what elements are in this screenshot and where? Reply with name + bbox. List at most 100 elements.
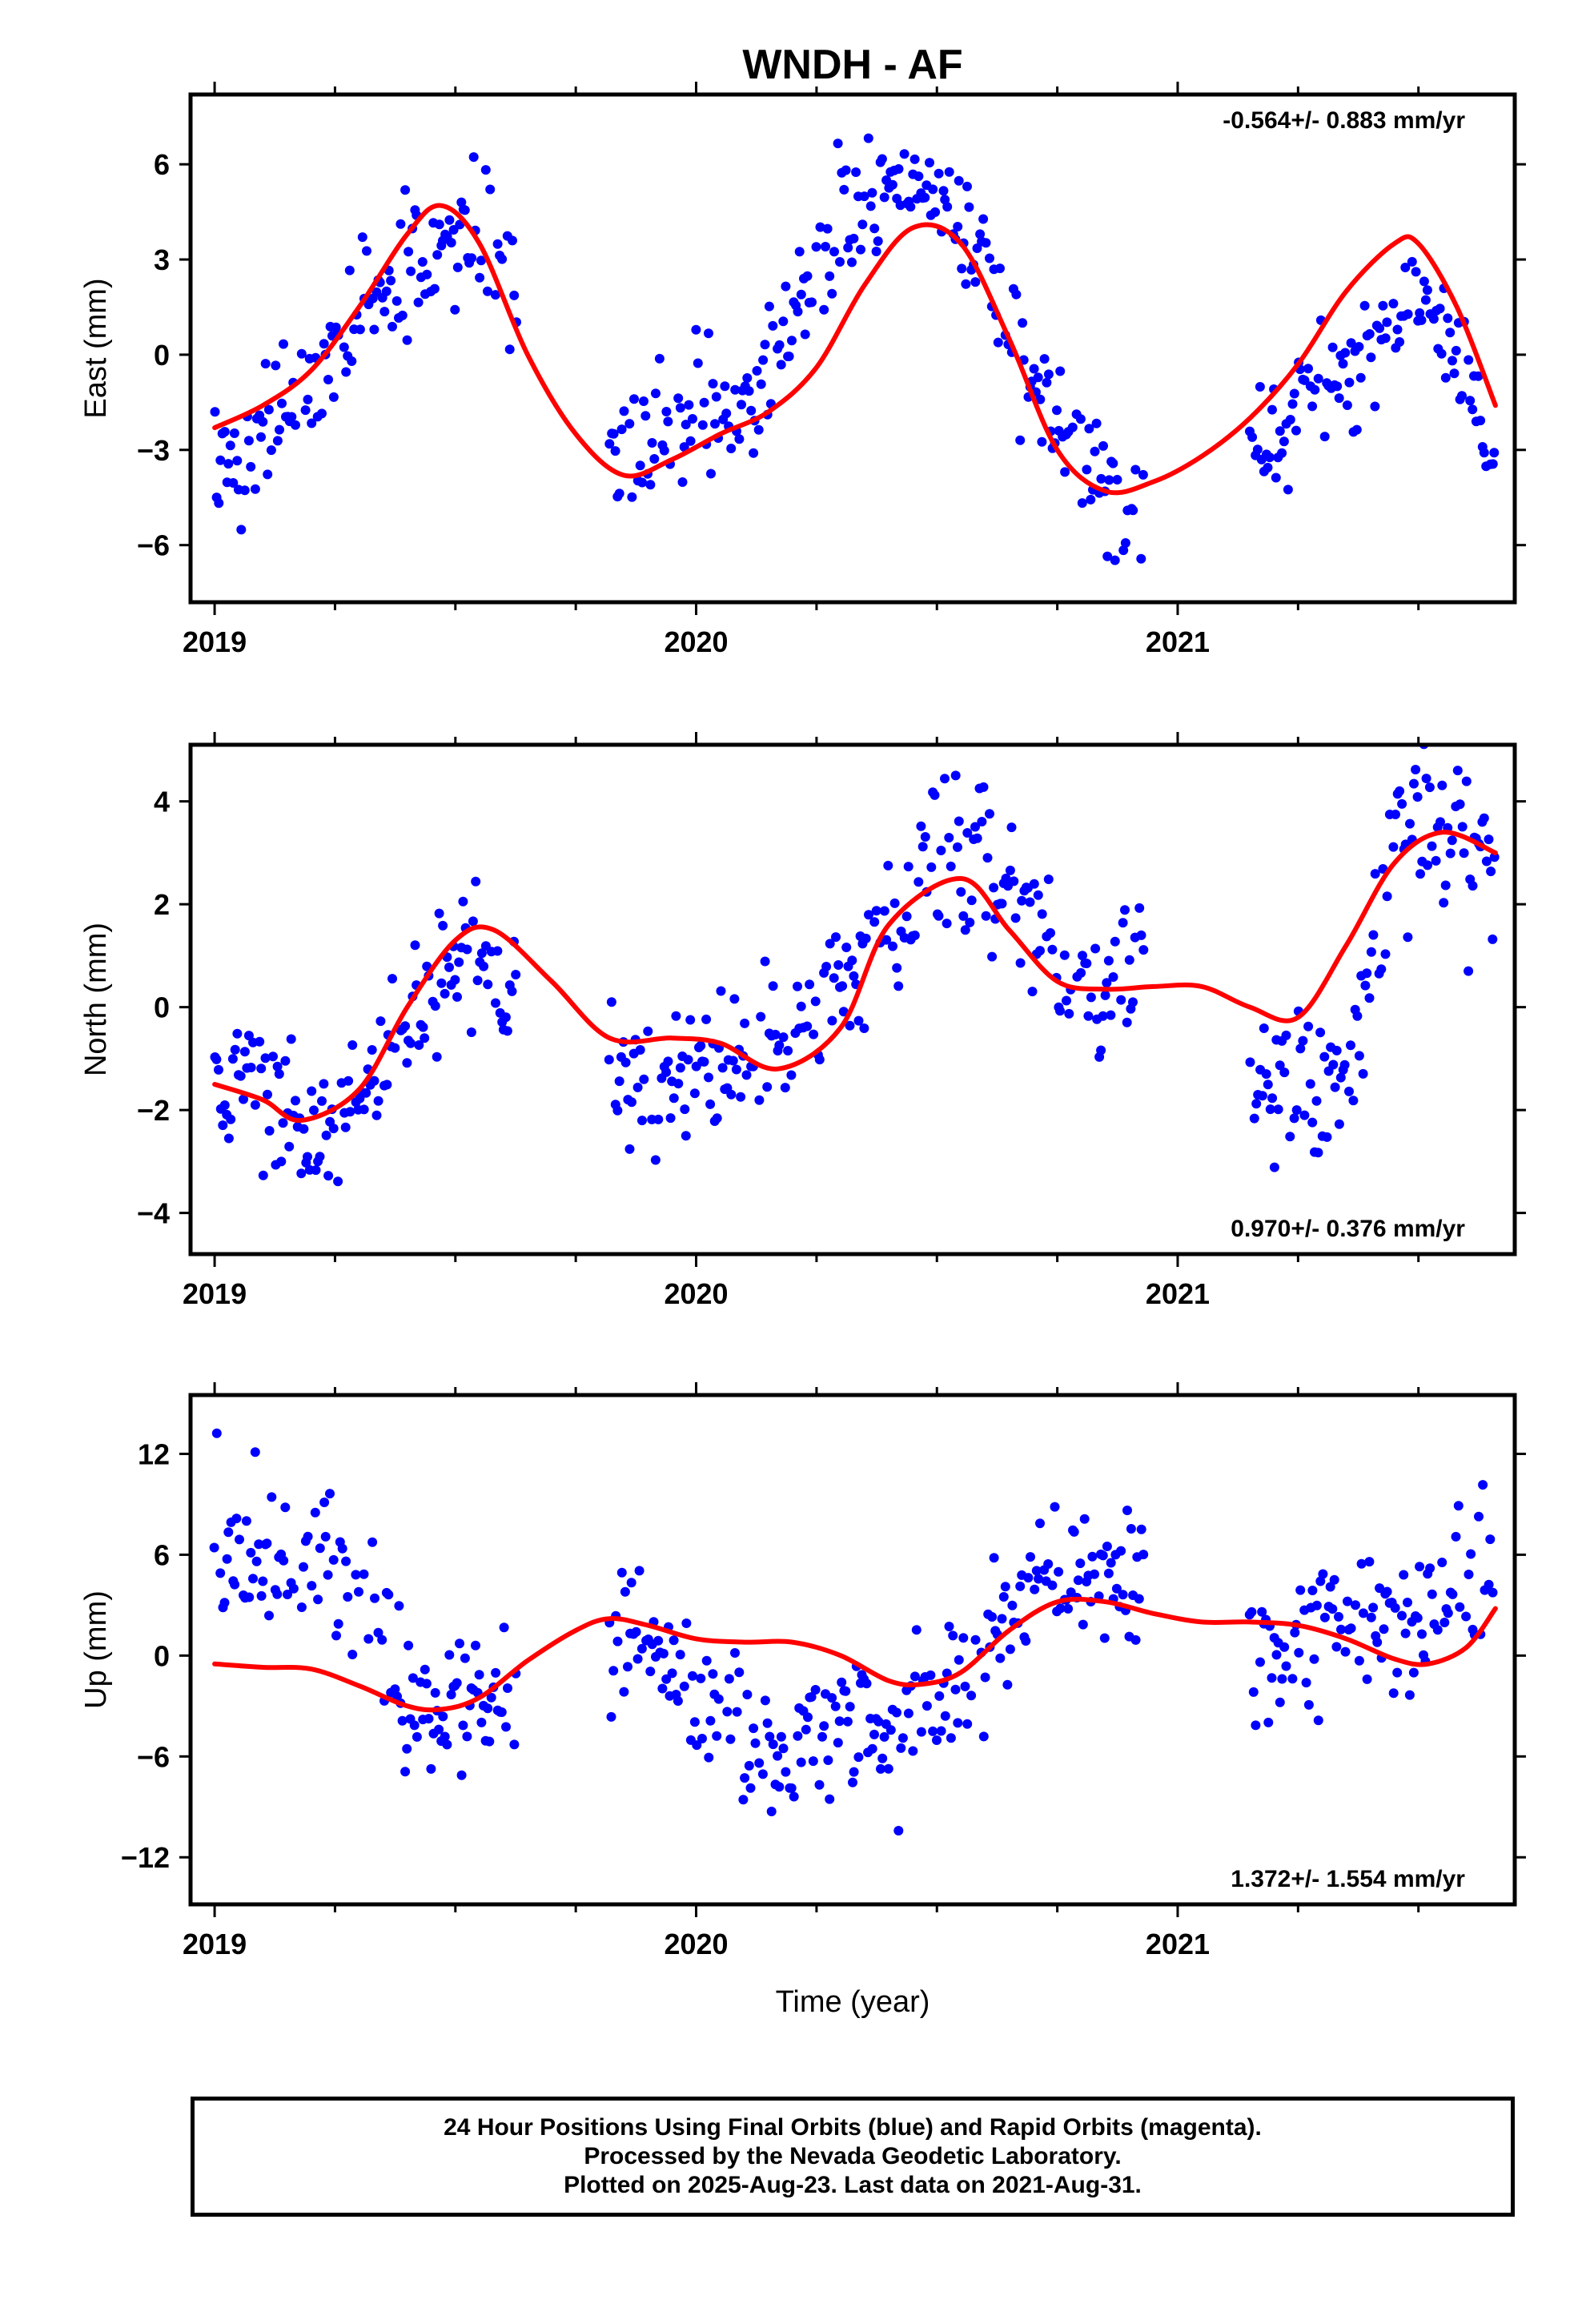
east-data-point bbox=[1332, 381, 1343, 392]
up-data-point bbox=[1099, 1633, 1110, 1643]
up-data-point bbox=[765, 1731, 775, 1742]
north-data-point bbox=[382, 1080, 392, 1090]
east-x-tick-label: 2019 bbox=[183, 625, 247, 658]
up-data-point bbox=[1021, 1636, 1031, 1646]
east-data-point bbox=[756, 379, 766, 389]
east-data-point bbox=[1084, 424, 1094, 434]
north-data-point bbox=[1124, 955, 1134, 965]
up-data-point bbox=[724, 1674, 734, 1684]
north-data-point bbox=[1346, 1040, 1355, 1051]
up-data-point bbox=[793, 1731, 803, 1741]
north-data-point bbox=[414, 1040, 424, 1050]
north-data-point bbox=[930, 790, 940, 800]
north-data-point bbox=[1257, 1091, 1267, 1101]
east-data-point bbox=[847, 257, 857, 267]
up-data-point bbox=[766, 1807, 777, 1816]
up-data-point bbox=[313, 1594, 323, 1605]
north-data-point bbox=[901, 911, 912, 922]
north-data-point bbox=[701, 1014, 712, 1024]
east-data-point bbox=[417, 257, 428, 267]
north-data-point bbox=[1447, 835, 1457, 846]
up-data-point bbox=[337, 1543, 347, 1554]
up-data-point bbox=[669, 1635, 679, 1646]
up-data-point bbox=[1399, 1570, 1409, 1580]
north-y-tick-label: 2 bbox=[154, 888, 170, 921]
up-fit-curve bbox=[212, 1596, 1498, 1713]
up-data-point bbox=[1247, 1606, 1257, 1617]
up-data-point bbox=[1447, 1589, 1458, 1599]
up-data-point bbox=[325, 1489, 335, 1499]
up-data-point bbox=[397, 1715, 408, 1726]
east-data-point bbox=[1283, 485, 1293, 495]
up-x-tick-label: 2020 bbox=[664, 1928, 728, 1960]
north-data-point bbox=[675, 1063, 685, 1073]
east-data-point bbox=[1440, 372, 1451, 383]
east-data-point bbox=[944, 167, 954, 177]
east-y-tick-label: 0 bbox=[154, 339, 170, 372]
east-data-point bbox=[246, 461, 256, 472]
east-data-point bbox=[1096, 473, 1106, 484]
east-data-point bbox=[825, 271, 835, 281]
north-data-point bbox=[333, 1176, 343, 1187]
north-x-tick-label: 2019 bbox=[183, 1277, 247, 1310]
east-data-point bbox=[691, 324, 701, 335]
up-data-point bbox=[1309, 1654, 1319, 1664]
east-data-point bbox=[1077, 498, 1087, 509]
east-data-point bbox=[699, 397, 709, 408]
up-data-point bbox=[267, 1492, 277, 1502]
up-data-point bbox=[241, 1516, 251, 1526]
up-data-point bbox=[1030, 1584, 1040, 1594]
east-data-point bbox=[1090, 446, 1100, 456]
east-data-point bbox=[1299, 375, 1310, 385]
up-data-point bbox=[370, 1593, 379, 1603]
north-data-point bbox=[1043, 875, 1054, 884]
north-data-point bbox=[323, 1171, 334, 1181]
up-data-point bbox=[1138, 1550, 1149, 1560]
north-data-point bbox=[274, 1069, 284, 1080]
east-data-point bbox=[1042, 377, 1052, 388]
north-data-point bbox=[1380, 949, 1391, 959]
east-data-point bbox=[635, 460, 645, 471]
legend-caption-box: 24 Hour Positions Using Final Orbits (bl… bbox=[191, 2097, 1515, 2217]
east-data-point bbox=[961, 279, 971, 289]
up-data-point bbox=[491, 1667, 501, 1678]
north-data-point bbox=[909, 931, 920, 940]
up-data-point bbox=[926, 1670, 936, 1680]
up-data-point bbox=[978, 1731, 989, 1742]
up-data-point bbox=[688, 1671, 697, 1681]
east-data-point bbox=[993, 337, 1003, 348]
east-data-point bbox=[720, 381, 730, 392]
east-data-point bbox=[239, 485, 250, 496]
north-data-point bbox=[246, 1063, 256, 1072]
east-data-point bbox=[429, 283, 440, 294]
north-data-point bbox=[1421, 774, 1431, 784]
up-data-point bbox=[932, 1735, 942, 1745]
up-data-point bbox=[803, 1712, 813, 1723]
east-data-point bbox=[1489, 448, 1500, 458]
up-data-point bbox=[661, 1674, 672, 1684]
north-data-point bbox=[639, 1074, 649, 1084]
up-data-point bbox=[446, 1690, 456, 1699]
up-data-point bbox=[1275, 1697, 1285, 1707]
north-data-point bbox=[740, 1018, 750, 1028]
east-data-point bbox=[1375, 323, 1385, 333]
up-data-point bbox=[934, 1691, 945, 1701]
east-data-point bbox=[508, 235, 517, 246]
up-data-point bbox=[499, 1622, 509, 1633]
up-data-point bbox=[1290, 1627, 1300, 1638]
east-data-point bbox=[219, 427, 230, 437]
east-data-point bbox=[422, 269, 432, 279]
north-data-point bbox=[620, 1057, 631, 1068]
north-y-axis-label: North (mm) bbox=[79, 923, 113, 1076]
north-data-point bbox=[492, 946, 503, 956]
east-data-point bbox=[1449, 368, 1460, 379]
north-data-point bbox=[1459, 848, 1469, 858]
up-data-point bbox=[1248, 1687, 1259, 1697]
up-data-point bbox=[801, 1724, 811, 1735]
north-data-point bbox=[1307, 1117, 1318, 1128]
up-data-point bbox=[1397, 1610, 1407, 1621]
east-data-point bbox=[734, 434, 745, 444]
east-fit-curve bbox=[212, 203, 1498, 496]
east-data-point bbox=[1465, 396, 1476, 406]
